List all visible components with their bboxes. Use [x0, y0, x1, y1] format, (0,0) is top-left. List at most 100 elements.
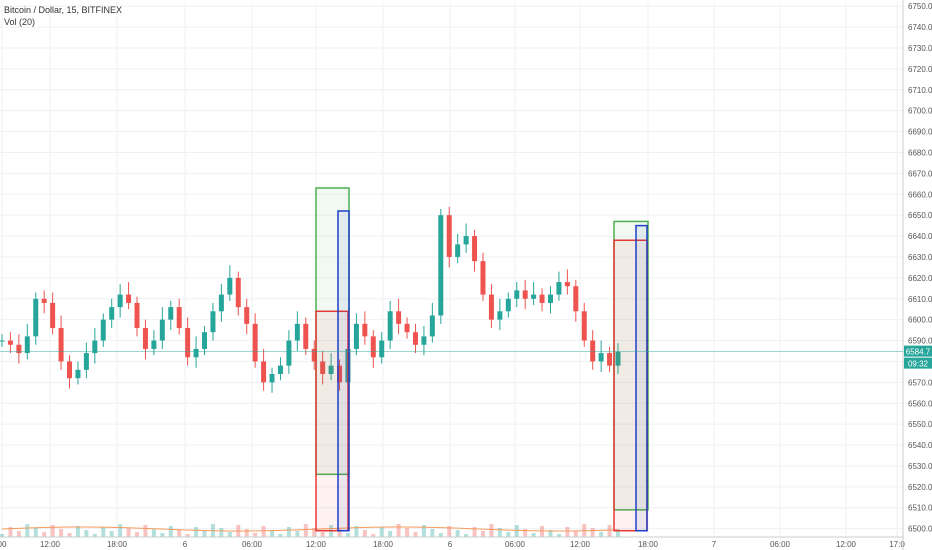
volume-bar — [135, 532, 139, 537]
volume-bar — [160, 533, 164, 537]
candle-body — [413, 332, 418, 345]
box-2-blue — [636, 226, 647, 531]
candles — [0, 207, 621, 393]
candle-body — [236, 278, 241, 307]
candle-body — [388, 311, 393, 340]
y-tick-label: 6500.0 — [908, 525, 932, 534]
y-tick-label: 6520.0 — [908, 483, 932, 492]
volume-bar — [84, 530, 88, 537]
candle-body — [185, 328, 190, 357]
candle-body — [33, 299, 38, 337]
volume-bar — [169, 526, 173, 537]
x-tick-label: 18:00 — [638, 540, 659, 549]
volume-bars — [0, 524, 620, 537]
candle-body — [379, 341, 384, 358]
candle-body — [118, 295, 123, 308]
y-tick-label: 6510.0 — [908, 504, 932, 513]
y-tick-label: 6730.0 — [908, 44, 932, 53]
volume-bar — [456, 530, 460, 537]
y-tick-label: 6680.0 — [908, 148, 932, 157]
candle-body — [126, 295, 131, 303]
candle-body — [548, 295, 553, 303]
volume-bar — [34, 528, 38, 537]
candle-body — [573, 286, 578, 311]
y-tick-label: 6620.0 — [908, 274, 932, 283]
volume-bar — [59, 529, 63, 537]
candle-body — [472, 236, 477, 261]
annotation-boxes — [316, 188, 648, 531]
candle-body — [438, 215, 443, 315]
volume-bar — [599, 532, 603, 537]
volume-bar — [439, 533, 443, 537]
candle-body — [177, 307, 182, 328]
x-tick-label: 6 — [448, 540, 453, 549]
candle-body — [286, 341, 291, 366]
volume-bar — [262, 526, 266, 537]
y-tick-label: 6640.0 — [908, 232, 932, 241]
volume-bar — [253, 533, 257, 537]
candle-body — [590, 341, 595, 362]
volume-bar — [203, 531, 207, 537]
candle-body — [143, 328, 148, 349]
y-tick-label: 6630.0 — [908, 253, 932, 262]
candle-body — [194, 349, 199, 357]
candle-body — [455, 244, 460, 257]
x-tick-label: 12:00 — [570, 540, 591, 549]
x-tick-label: 06:00 — [505, 540, 526, 549]
candle-body — [464, 236, 469, 244]
candle-body — [405, 324, 410, 332]
y-tick-label: 6540.0 — [908, 441, 932, 450]
candle-body — [556, 282, 561, 295]
candle-body — [101, 320, 106, 341]
volume-bar — [413, 532, 417, 537]
y-tick-label: 6690.0 — [908, 128, 932, 137]
price-badge-value: 6584.7 — [906, 348, 931, 357]
candle-body — [244, 307, 249, 324]
volume-bar — [565, 527, 569, 537]
volume-bar — [321, 532, 325, 537]
x-tick-label: 18:00 — [373, 540, 394, 549]
volume-bar — [388, 531, 392, 537]
candle-body — [497, 311, 502, 319]
x-tick-label: 18:00 — [107, 540, 128, 549]
volume-bar — [346, 533, 350, 537]
candle-body — [447, 215, 452, 257]
volume-bar — [17, 531, 21, 537]
volume-bar — [397, 524, 401, 537]
candle-body — [261, 361, 266, 382]
candle-body — [270, 374, 275, 382]
candle-body — [50, 303, 55, 328]
candle-body — [67, 361, 72, 378]
x-tick-label: 12:00 — [40, 540, 61, 549]
y-tick-label: 6610.0 — [908, 295, 932, 304]
candle-body — [135, 303, 140, 328]
volume-bar — [152, 529, 156, 537]
y-tick-label: 6660.0 — [908, 190, 932, 199]
x-tick-label: 06:00 — [770, 540, 791, 549]
y-tick-label: 6650.0 — [908, 211, 932, 220]
candle-body — [8, 341, 13, 345]
candle-body — [371, 336, 376, 357]
candle-body — [219, 295, 224, 312]
y-tick-label: 6590.0 — [908, 337, 932, 346]
candle-body — [396, 311, 401, 324]
candle-body — [489, 295, 494, 320]
candle-body — [421, 336, 426, 344]
candle-body — [565, 282, 570, 286]
volume-bar — [219, 528, 223, 537]
x-tick-label: 06:00 — [242, 540, 263, 549]
volume-bar — [405, 528, 409, 537]
volume-bar — [143, 525, 147, 537]
candle-body — [151, 341, 156, 349]
y-tick-label: 6740.0 — [908, 23, 932, 32]
volume-bar — [304, 524, 308, 537]
volume-bar — [574, 531, 578, 537]
candle-body — [109, 307, 114, 320]
candle-body — [362, 324, 367, 337]
candle-body — [84, 353, 89, 370]
volume-bar — [118, 524, 122, 537]
volume-legend: Vol (20) — [4, 17, 35, 27]
y-tick-label: 6710.0 — [908, 86, 932, 95]
